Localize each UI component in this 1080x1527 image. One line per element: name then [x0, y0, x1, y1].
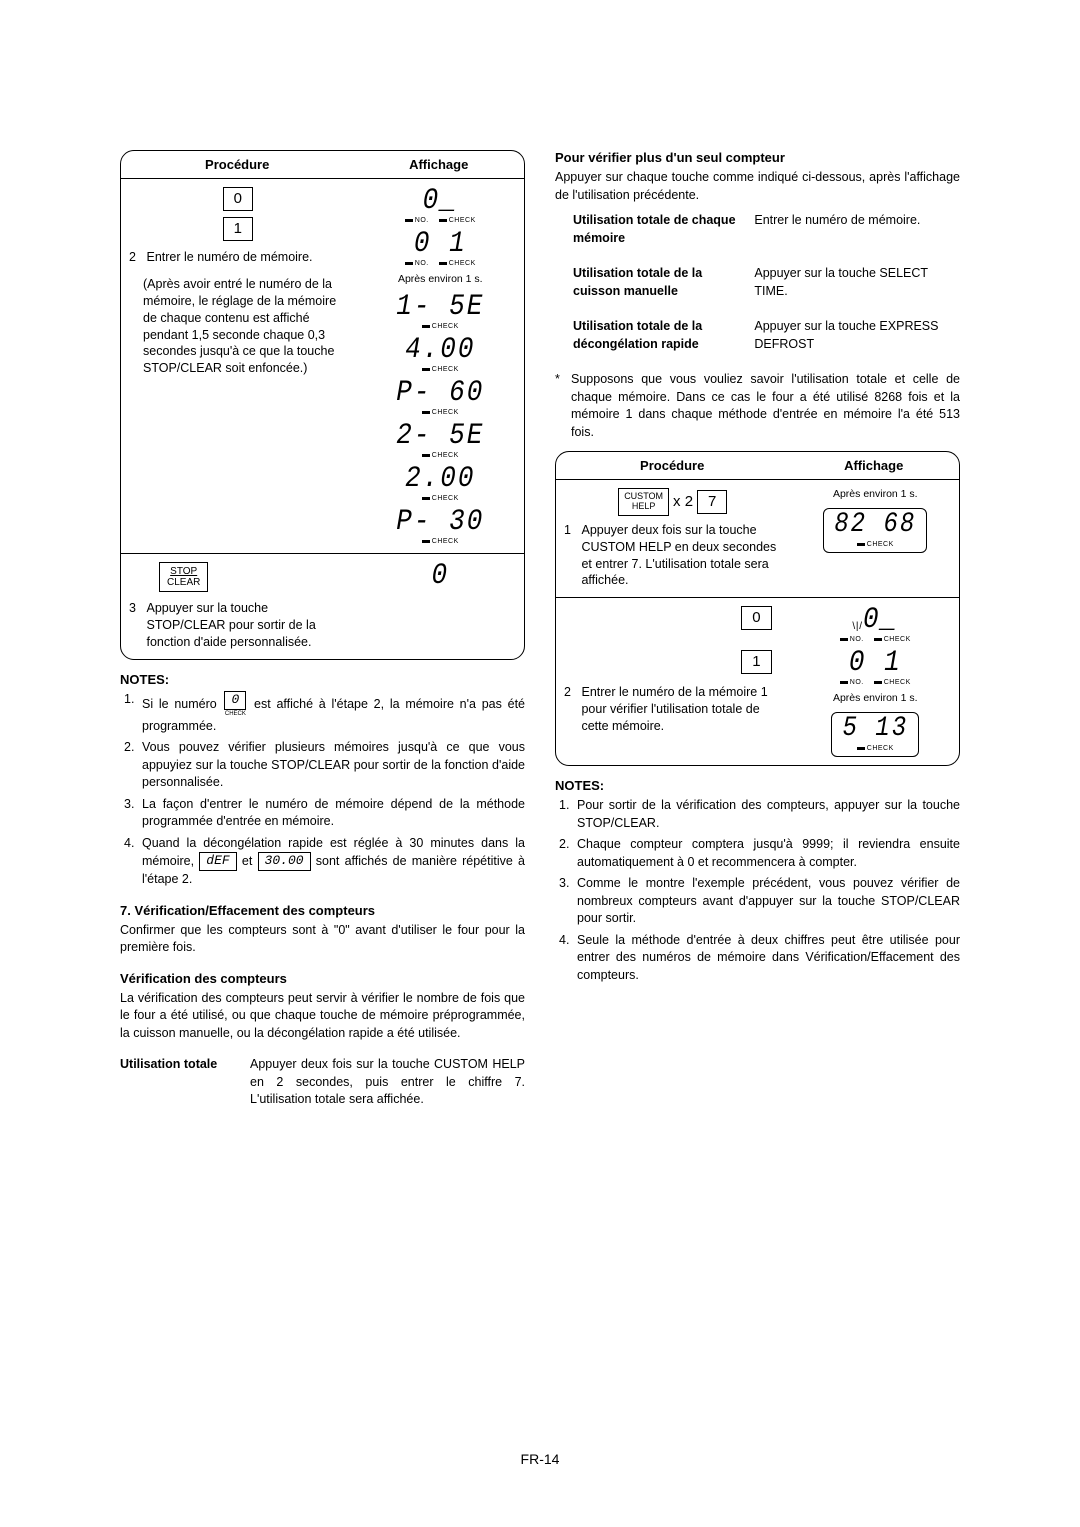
- section-heading: 7. Vérification/Effacement des compteurs: [120, 903, 525, 918]
- key-0: 0: [741, 606, 771, 630]
- notes-heading: NOTES:: [120, 672, 525, 687]
- display-readout: \ | / 0_ NO.CHECK: [840, 606, 911, 643]
- inline-display: 0CHECK: [224, 691, 246, 718]
- display-readout: 0 1 NO.CHECK: [840, 649, 911, 686]
- section-heading: Pour vérifier plus d'un seul compteur: [555, 150, 960, 165]
- display-readout: P- 30 CHECK: [396, 508, 484, 545]
- key-7: 7: [697, 490, 727, 514]
- step-subtext: (Après avoir entré le numéro de la mémoi…: [129, 276, 347, 377]
- key-1: 1: [223, 217, 253, 241]
- definition-row: Utilisation totale de la cuisson manuell…: [573, 265, 960, 300]
- notes-list: 1.Pour sortir de la vérification des com…: [555, 797, 960, 984]
- after-label: Après environ 1 s.: [833, 692, 918, 704]
- body-text: Appuyer sur chaque touche comme indiqué …: [555, 169, 960, 204]
- definition-row: Utilisation totale de chaque mémoire Ent…: [573, 212, 960, 247]
- stop-clear-button: STOPCLEAR: [159, 562, 208, 592]
- body-text: Confirmer que les compteurs sont à "0" a…: [120, 922, 525, 957]
- left-column: Procédure Affichage 0 1 2 Entrer le numé…: [120, 150, 525, 1109]
- inline-display: dEF: [199, 852, 236, 871]
- definition-row: Utilisation totale Appuyer deux fois sur…: [120, 1056, 525, 1109]
- display-readout: 0_ NO.CHECK: [405, 187, 476, 224]
- blink-icon: \ | /: [852, 621, 861, 632]
- display-readout: 1- 5E CHECK: [396, 293, 484, 330]
- display-readout: 5 13 CHECK: [831, 712, 919, 757]
- display-readout: 0 1 NO.CHECK: [405, 230, 476, 267]
- display-readout: 2- 5E CHECK: [396, 422, 484, 459]
- subsection-heading: Vérification des compteurs: [120, 971, 525, 986]
- notes-heading: NOTES:: [555, 778, 960, 793]
- step-number: 2: [564, 684, 578, 701]
- times-2-label: x 2: [673, 492, 693, 512]
- body-text: La vérification des compteurs peut servi…: [120, 990, 525, 1043]
- after-label: Après environ 1 s.: [833, 488, 918, 500]
- step-text: Appuyer deux fois sur la touche CUSTOM H…: [581, 522, 781, 590]
- display-readout: 82 68 CHECK: [823, 508, 927, 553]
- page-number: FR-14: [0, 1451, 1080, 1467]
- step-number: 2: [129, 249, 143, 266]
- inline-display: 30.00: [258, 852, 311, 871]
- step-text: Entrer le numéro de la mémoire 1 pour vé…: [581, 684, 781, 735]
- after-label: Après environ 1 s.: [398, 273, 483, 285]
- step-text: Appuyer sur la touche STOP/CLEAR pour so…: [146, 600, 346, 651]
- right-column: Pour vérifier plus d'un seul compteur Ap…: [555, 150, 960, 1109]
- procedure-box-right: Procédure Affichage CUSTOMHELP x 2 7 1 A…: [555, 451, 960, 766]
- proc-header-left: Procédure: [556, 452, 788, 479]
- proc-header-right: Affichage: [353, 151, 524, 178]
- display-readout: 4.00 CHECK: [405, 336, 475, 373]
- step-text: Entrer le numéro de mémoire.: [146, 249, 346, 266]
- display-readout: 2.00 CHECK: [405, 465, 475, 502]
- step-number: 1: [564, 522, 578, 539]
- proc-header-right: Affichage: [788, 452, 959, 479]
- key-0: 0: [223, 187, 253, 211]
- custom-help-button: CUSTOMHELP: [618, 488, 669, 516]
- procedure-box-left: Procédure Affichage 0 1 2 Entrer le numé…: [120, 150, 525, 660]
- display-readout: P- 60 CHECK: [396, 379, 484, 416]
- proc-header-left: Procédure: [121, 151, 353, 178]
- notes-list: 1. Si le numéro 0CHECK est affiché à l'é…: [120, 691, 525, 889]
- example-note: * Supposons que vous vouliez savoir l'ut…: [555, 371, 960, 441]
- key-1: 1: [741, 650, 771, 674]
- step-number: 3: [129, 600, 143, 617]
- display-readout: 0: [431, 562, 449, 588]
- definition-row: Utilisation totale de la décongélation r…: [573, 318, 960, 353]
